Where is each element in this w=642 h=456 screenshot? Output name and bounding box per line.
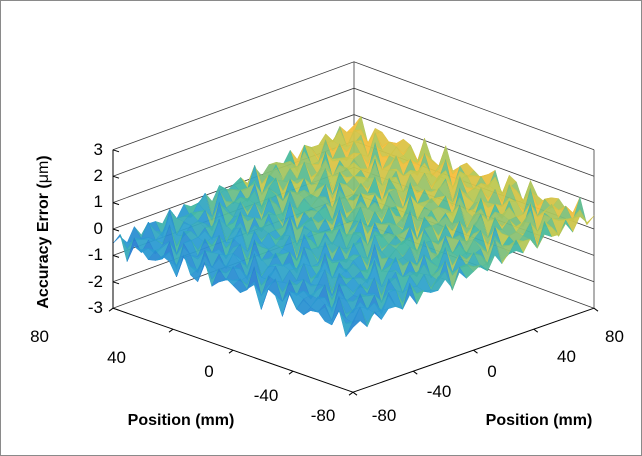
y-tick-labels: -80 -40 0 40 80 [372,327,624,425]
y-tick-label: 0 [487,362,496,381]
z-tick [112,149,120,153]
x-tick [348,391,354,396]
z-axis-title: Accuracy Error (μm) [35,155,52,308]
x-tick [108,307,114,312]
y-tick [412,370,418,375]
y-tick-label: -80 [372,406,397,425]
y-tick-label: 80 [605,327,624,346]
y-axis-title: Position (mm) [486,412,593,429]
z-tick-label: 0 [94,219,103,238]
y-tick [352,391,358,396]
x-tick-label: 40 [107,348,126,367]
z-tick [112,228,120,232]
y-tick [593,307,599,312]
x-axis-title: Position (mm) [128,412,235,429]
z-tick-labels: 3 2 1 0 -1 -2 -3 [88,140,103,317]
x-tick [168,328,174,333]
surface-mesh [112,115,595,338]
z-tick-label: -2 [88,272,103,291]
z-tick-label: -3 [88,298,103,317]
z-tick [112,307,120,311]
surface-cell [345,320,361,337]
x-tick [228,349,234,354]
z-tick-label: 2 [94,166,103,185]
y-tick-label: -40 [427,382,452,401]
z-tick-label: -1 [88,245,103,264]
x-tick-label: 0 [204,362,213,381]
z-tick [112,202,120,206]
x-tick-label: 80 [30,327,49,346]
axes [108,149,599,396]
y-tick [533,328,539,333]
x-tick-label: -40 [254,386,279,405]
y-tick [473,349,478,354]
z-tick [112,281,120,285]
x-tick-label: -80 [311,406,336,425]
z-tick-label: 1 [94,192,103,211]
x-tick-labels: 80 40 0 -40 -80 [30,327,335,425]
z-tick-label: 3 [94,140,103,159]
y-tick-label: 40 [557,347,576,366]
x-tick [288,370,294,375]
z-tick [112,254,120,258]
z-tick [112,175,120,179]
